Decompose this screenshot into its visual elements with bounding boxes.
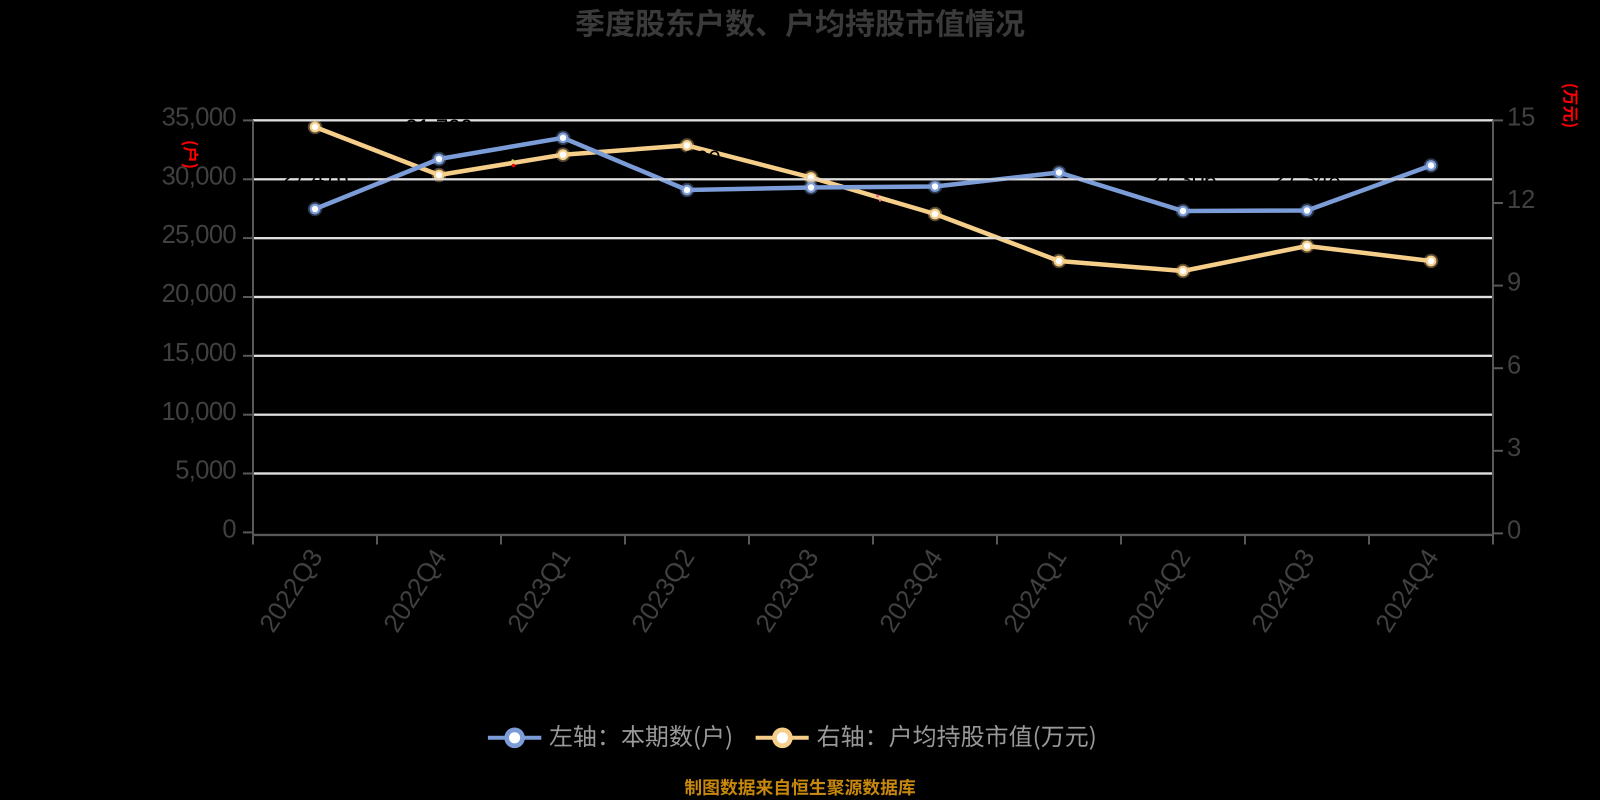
svg-text:25,000: 25,000: [162, 221, 237, 249]
svg-text:27,348: 27,348: [1273, 166, 1340, 191]
svg-text:0: 0: [222, 516, 236, 544]
svg-text:20,000: 20,000: [162, 280, 237, 308]
svg-text:6: 6: [1507, 351, 1521, 379]
svg-text:29,302: 29,302: [777, 144, 844, 169]
svg-text:29,387: 29,387: [901, 142, 968, 167]
svg-text:5,000: 5,000: [175, 457, 236, 485]
svg-text:0: 0: [1507, 517, 1521, 545]
svg-text:3: 3: [1507, 434, 1521, 462]
svg-text:29,090: 29,090: [653, 146, 720, 171]
svg-text:27,306: 27,306: [1149, 167, 1216, 192]
svg-text:31,722: 31,722: [405, 115, 472, 140]
svg-text:33,522: 33,522: [529, 94, 596, 119]
svg-text:12: 12: [1507, 186, 1535, 214]
svg-text:15: 15: [1507, 104, 1535, 132]
svg-text:10,000: 10,000: [162, 398, 237, 426]
svg-text:31,170: 31,170: [1397, 122, 1464, 147]
svg-text:30,576: 30,576: [1025, 128, 1092, 153]
svg-text:9: 9: [1507, 269, 1521, 297]
svg-text:15,000: 15,000: [162, 339, 237, 367]
svg-text:30,000: 30,000: [162, 162, 237, 190]
svg-text:35,000: 35,000: [162, 104, 237, 132]
svg-text:27,476: 27,476: [281, 165, 348, 190]
